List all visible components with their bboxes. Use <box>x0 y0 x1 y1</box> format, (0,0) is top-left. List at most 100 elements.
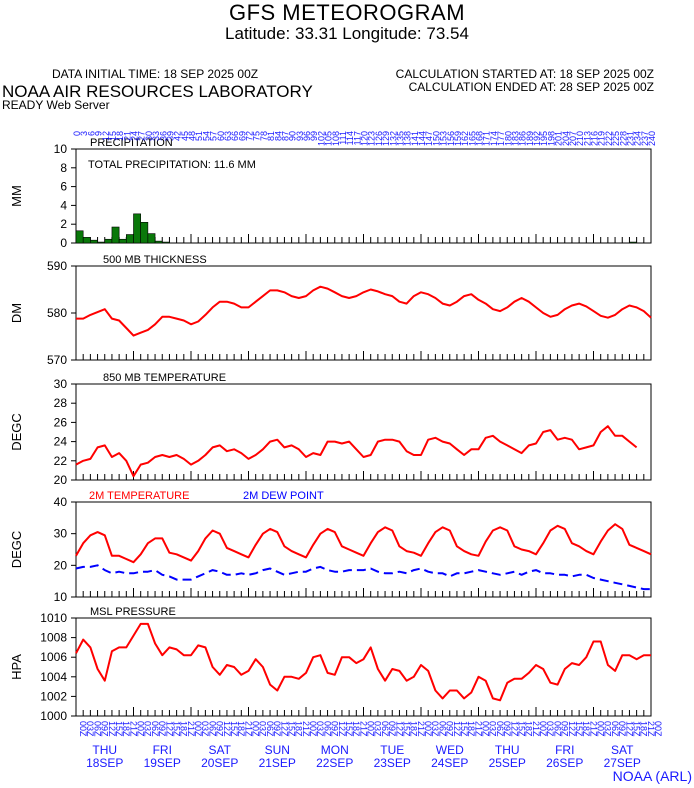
day-of-week-label: TUE <box>380 743 404 757</box>
y-tick-label: 8 <box>60 161 67 175</box>
utc-hour-label: 09Z <box>272 721 282 737</box>
precip-bar <box>147 233 156 244</box>
forecast-hour-label: 105 <box>324 131 334 146</box>
y-tick-label: 40 <box>54 495 68 509</box>
precip-bar <box>161 241 170 244</box>
forecast-hour-label: 198 <box>546 131 556 146</box>
series-line <box>75 523 652 564</box>
day-of-week-label: MON <box>321 743 349 757</box>
day-of-week-label: SAT <box>611 743 634 757</box>
forecast-hour-label: 15 <box>108 131 118 141</box>
y-axis-label: HPA <box>9 654 24 680</box>
utc-hour-label: 03Z <box>85 721 95 737</box>
forecast-hour-label: 204 <box>561 131 571 146</box>
utc-hour-label: 00Z <box>653 721 663 737</box>
utc-hour-label: 12Z <box>509 721 519 737</box>
forecast-hour-label: 93 <box>295 131 305 141</box>
forecast-hour-label: 132 <box>388 131 398 146</box>
y-tick-label: 1010 <box>40 611 67 625</box>
forecast-hour-label: 228 <box>618 131 628 146</box>
server-name: READY Web Server <box>2 98 110 112</box>
utc-hour-label: 03Z <box>545 721 555 737</box>
utc-hour-label: 15Z <box>631 721 641 737</box>
forecast-hour-label: 12 <box>101 131 111 141</box>
forecast-hour-label: 222 <box>604 131 614 146</box>
forecast-hour-label: 69 <box>237 131 247 141</box>
y-tick-label: 1008 <box>40 631 67 645</box>
forecast-hour-label: 189 <box>525 131 535 146</box>
forecast-hour-label: 33 <box>151 131 161 141</box>
panel-frame <box>75 383 652 481</box>
forecast-hour-label: 150 <box>431 131 441 146</box>
date-label: 19SEP <box>144 756 181 770</box>
forecast-hour-label: 3 <box>79 131 89 136</box>
forecast-hour-label: 108 <box>331 131 341 146</box>
utc-hour-label: 15Z <box>516 721 526 737</box>
forecast-hour-label: 27 <box>137 131 147 141</box>
forecast-hour-label: 168 <box>475 131 485 146</box>
y-tick-label: 22 <box>54 454 68 468</box>
utc-hour-label: 18Z <box>294 721 304 737</box>
y-tick-label: 24 <box>54 435 68 449</box>
utc-hour-label: 00Z <box>308 721 318 737</box>
utc-hour-label: 18Z <box>121 721 131 737</box>
utc-hour-label: 21Z <box>588 721 598 737</box>
forecast-hour-label: 210 <box>575 131 585 146</box>
panel-title: 850 MB TEMPERATURE <box>103 372 226 384</box>
date-label: 26SEP <box>546 756 583 770</box>
forecast-hour-label: 111 <box>338 131 348 145</box>
y-axis-label: DM <box>9 303 24 323</box>
utc-hour-label: 18Z <box>466 721 476 737</box>
date-label: 20SEP <box>201 756 238 770</box>
forecast-hour-label: 114 <box>345 131 355 145</box>
forecast-hour-label: 144 <box>417 131 427 146</box>
utc-hour-label: 21Z <box>531 721 541 737</box>
forecast-hour-label: 186 <box>518 131 528 146</box>
forecast-hour-label: 96 <box>302 131 312 141</box>
utc-hour-label: 00Z <box>78 721 88 737</box>
y-tick-label: 30 <box>54 377 68 391</box>
y-axis-label: DEGC <box>9 413 24 451</box>
utc-hour-label: 21Z <box>358 721 368 737</box>
y-tick-label: 20 <box>54 558 68 572</box>
forecast-hour-label: 84 <box>273 131 283 141</box>
forecast-hour-label: 129 <box>381 131 391 146</box>
utc-hour-label: 15Z <box>286 721 296 737</box>
y-tick-label: 4 <box>60 198 67 212</box>
utc-hour-label: 03Z <box>488 721 498 737</box>
utc-hour-label: 00Z <box>136 721 146 737</box>
forecast-hour-label: 48 <box>187 131 197 141</box>
utc-hour-label: 09Z <box>100 721 110 737</box>
utc-hour-label: 09Z <box>215 721 225 737</box>
utc-hour-label: 03Z <box>200 721 210 737</box>
y-tick-label: 0 <box>60 236 67 250</box>
utc-hour-label: 15Z <box>171 721 181 737</box>
forecast-hour-label: 75 <box>252 131 262 141</box>
legend-label: 2M TEMPERATURE <box>89 490 189 502</box>
credit-label: NOAA (ARL) <box>612 768 692 784</box>
utc-hour-label: 09Z <box>502 721 512 737</box>
utc-hour-label: 21Z <box>301 721 311 737</box>
y-tick-label: 1002 <box>40 689 67 703</box>
lat-lon-subtitle: Latitude: 33.31 Longitude: 73.54 <box>225 24 469 43</box>
day-of-week-label: SAT <box>209 743 232 757</box>
utc-hour-label: 18Z <box>236 721 246 737</box>
utc-hour-label: 12Z <box>394 721 404 737</box>
utc-hour-label: 15Z <box>401 721 411 737</box>
date-label: 24SEP <box>431 756 468 770</box>
utc-hour-label: 06Z <box>552 721 562 737</box>
y-tick-label: 1004 <box>40 670 67 684</box>
y-tick-label: 570 <box>47 353 67 367</box>
utc-hour-label: 18Z <box>639 721 649 737</box>
utc-hour-label: 00Z <box>193 721 203 737</box>
utc-hour-label: 00Z <box>538 721 548 737</box>
utc-hour-label: 06Z <box>322 721 332 737</box>
forecast-hour-label: 18 <box>115 131 125 141</box>
utc-hour-label: 15Z <box>574 721 584 737</box>
dewpoint-line <box>75 564 651 591</box>
forecast-hour-label: 138 <box>403 131 413 146</box>
panel-title: 500 MB THICKNESS <box>103 254 207 266</box>
forecast-hour-label: 117 <box>352 131 362 145</box>
utc-hour-label: 12Z <box>107 721 117 737</box>
utc-hour-label: 09Z <box>560 721 570 737</box>
